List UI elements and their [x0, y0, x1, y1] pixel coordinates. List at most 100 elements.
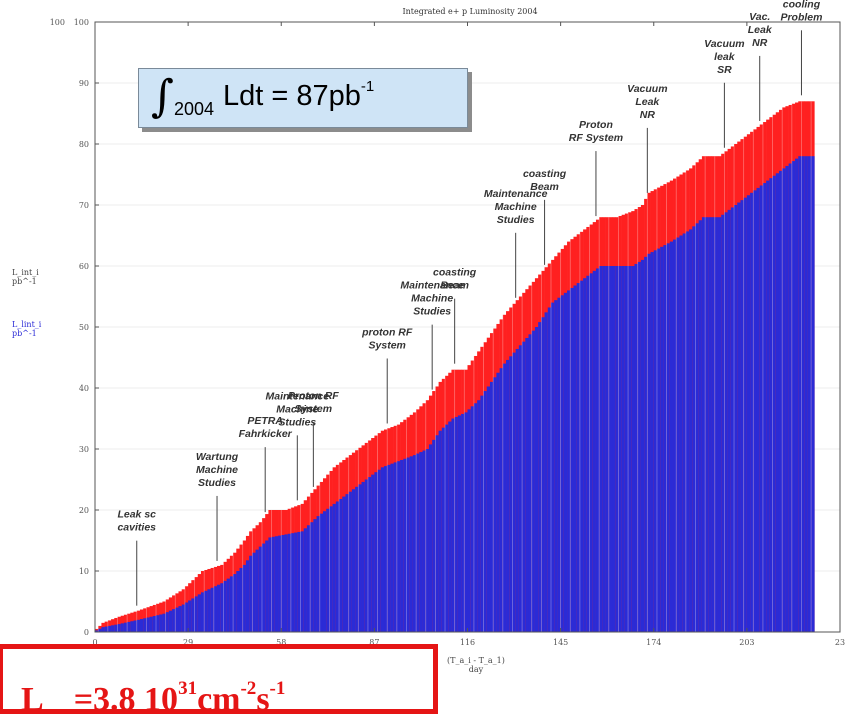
bar-llint	[406, 457, 410, 632]
bar-llint	[136, 619, 141, 632]
bar-llint	[367, 477, 372, 632]
bar-llint	[425, 449, 430, 632]
bar-llint	[329, 506, 333, 632]
annotation-label: Leak	[748, 24, 773, 36]
x-tick-label: 145	[553, 638, 568, 647]
bar-llint	[473, 403, 478, 632]
y-tick-label: 60	[79, 262, 89, 271]
annotation-label: Maintenance	[266, 390, 330, 402]
bar-llint	[278, 535, 282, 632]
bar-llint	[300, 531, 305, 632]
bar-llint	[599, 266, 603, 632]
bar-llint	[261, 543, 266, 632]
bar-llint	[188, 600, 192, 632]
bar-llint	[759, 185, 764, 633]
bar-llint	[364, 479, 369, 632]
annotation-label: Wartung	[196, 451, 239, 463]
annotation-label: Maintenance	[400, 280, 464, 292]
bar-llint	[310, 522, 314, 632]
bar-llint	[374, 472, 378, 632]
bar-llint	[107, 625, 112, 632]
annotation-label: Machine	[411, 293, 453, 305]
bar-llint	[480, 395, 484, 632]
bar-llint	[673, 239, 677, 633]
peak-luminosity-box: L =3.8 1031cm-2s-1	[0, 644, 438, 714]
bar-llint	[493, 377, 497, 632]
bar-llint	[769, 178, 773, 632]
bar-llint	[342, 496, 346, 632]
bar-llint	[464, 412, 468, 632]
bar-llint	[204, 590, 208, 632]
x-tick-label: 87	[369, 638, 379, 647]
bar-llint	[743, 197, 748, 632]
bar-llint	[785, 165, 789, 632]
bar-llint	[448, 421, 452, 632]
bar-llint	[98, 628, 102, 632]
bar-llint	[111, 625, 115, 632]
x-tick-label: 29	[183, 638, 193, 647]
bar-llint	[518, 345, 523, 632]
bar-llint	[653, 250, 658, 633]
annotation-label: Studies	[278, 416, 316, 428]
annotation-label: leak	[714, 51, 736, 63]
bar-llint	[486, 386, 491, 632]
bar-llint	[698, 220, 703, 632]
bar-llint	[573, 285, 577, 632]
bar-llint	[162, 613, 166, 632]
annotation-label: Studies	[198, 477, 236, 489]
bar-llint	[156, 615, 160, 632]
annotation-label: proton RF	[361, 326, 413, 338]
bar-llint	[332, 503, 337, 632]
bar-llint	[753, 190, 757, 633]
bar-llint	[226, 578, 231, 632]
bar-llint	[531, 330, 536, 632]
bar-llint	[143, 618, 147, 632]
annotation-label: Machine	[495, 201, 537, 213]
annotation-label: coasting	[523, 168, 567, 180]
bar-llint	[348, 491, 353, 632]
bar-llint	[435, 435, 439, 632]
bar-llint	[740, 200, 744, 632]
bar-llint	[290, 533, 295, 632]
bar-llint	[705, 217, 709, 632]
x-tick-label: 58	[276, 638, 286, 647]
bar-llint	[714, 217, 719, 632]
y-tick-label: 20	[79, 506, 89, 515]
bar-llint	[708, 217, 712, 632]
bar-llint	[322, 511, 327, 632]
bar-llint	[695, 223, 700, 633]
annotation-label: RF System	[569, 132, 623, 144]
bar-llint	[416, 453, 420, 632]
annotation-label: SR	[717, 64, 732, 76]
annotation-label: Studies	[413, 306, 451, 318]
bar-llint	[647, 253, 651, 633]
bar-llint	[284, 534, 288, 632]
annotation-label: Beam	[440, 280, 469, 292]
bar-llint	[563, 292, 568, 632]
bar-llint	[387, 464, 391, 632]
bar-llint	[184, 602, 189, 632]
bar-llint	[544, 312, 549, 632]
bar-llint	[236, 571, 240, 632]
bar-llint	[772, 175, 777, 632]
annotation-label: System	[295, 403, 332, 415]
bar-llint	[422, 450, 427, 632]
annotation-label: Vac.	[749, 11, 770, 23]
bar-llint	[197, 594, 202, 632]
bar-llint	[730, 207, 735, 632]
bar-llint	[538, 322, 542, 632]
bar-llint	[689, 229, 693, 632]
bar-llint	[326, 508, 330, 632]
bar-llint	[409, 456, 414, 632]
bar-llint	[403, 458, 407, 632]
bar-llint	[252, 552, 256, 632]
bar-llint	[384, 466, 388, 632]
annotation-label: Machine	[276, 403, 318, 415]
bar-llint	[621, 266, 626, 632]
bar-llint	[811, 156, 815, 632]
bar-llint	[168, 610, 173, 632]
